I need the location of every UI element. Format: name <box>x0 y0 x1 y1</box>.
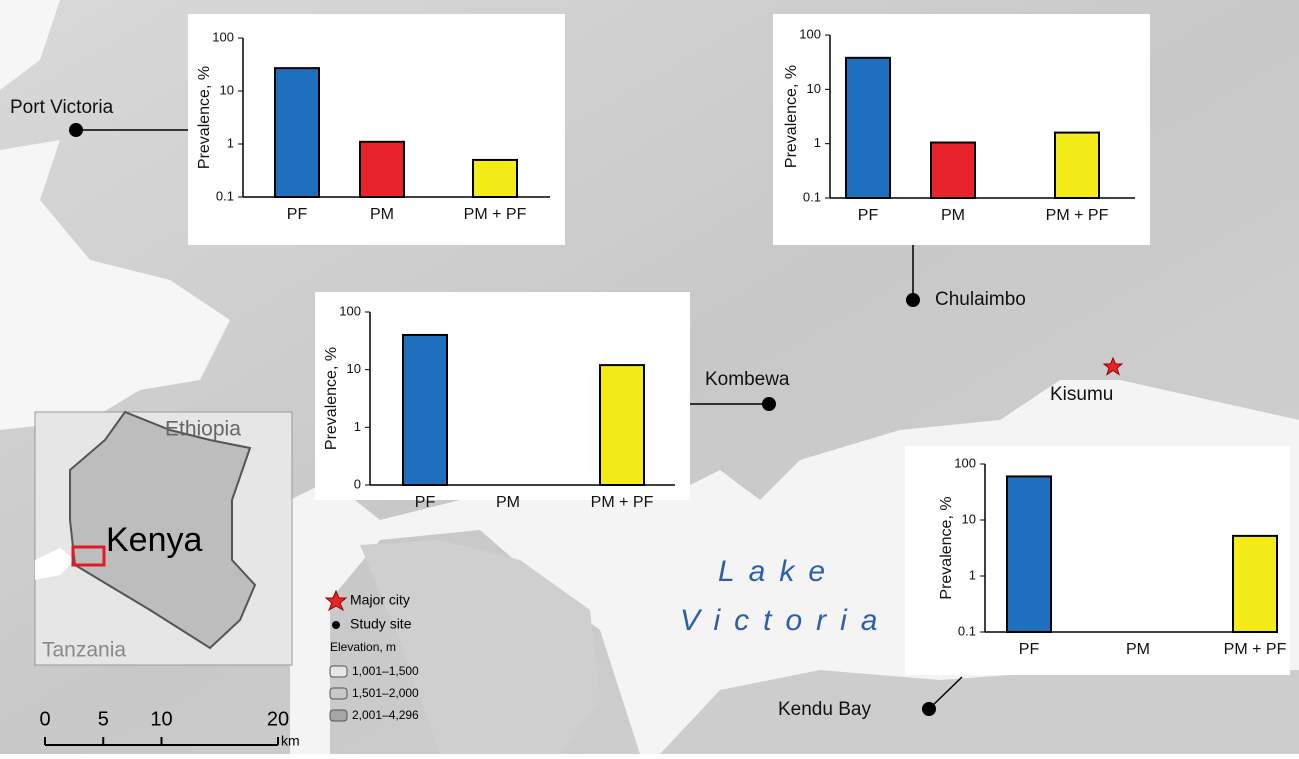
x-tick-label: PM + PF <box>591 494 654 511</box>
y-tick-label: 100 <box>954 455 976 470</box>
y-tick-label: 100 <box>339 303 361 318</box>
x-tick-label: PF <box>1019 641 1040 658</box>
bar <box>1054 131 1100 199</box>
bar <box>599 364 645 487</box>
x-tick-label: PM <box>370 206 394 223</box>
inset-lake <box>35 548 75 580</box>
legend-label: 2,001–4,296 <box>352 708 419 722</box>
y-tick-label: 10 <box>347 361 361 376</box>
x-tick-label: PM <box>941 207 965 224</box>
legend: Major city Study site Elevation, m 1,001… <box>324 589 419 722</box>
legend-label: Major city <box>350 592 410 608</box>
x-tick-label: PF <box>415 494 436 511</box>
x-tick-label: PM + PF <box>1224 641 1287 658</box>
chart-panel <box>905 446 1290 675</box>
site-label: Kombewa <box>705 369 790 390</box>
inset-map <box>34 410 293 666</box>
peninsula <box>360 540 600 754</box>
x-tick-label: PF <box>858 207 879 224</box>
y-tick-label: 0.1 <box>803 189 821 204</box>
chart-panel <box>188 14 565 245</box>
scale-label: 20 <box>267 708 289 730</box>
legend-label: 1,001–1,500 <box>352 664 419 678</box>
scale-bar: 0 5 10 20 km <box>39 708 299 748</box>
bar <box>930 141 976 199</box>
city-star <box>1102 356 1124 376</box>
site-dot <box>922 702 936 716</box>
site-symbol <box>332 621 340 629</box>
site-label: Port Victoria <box>10 97 114 118</box>
bar <box>845 56 891 199</box>
y-tick-label: 1 <box>814 135 821 150</box>
leader-line <box>928 676 963 710</box>
bar <box>402 333 448 486</box>
bar <box>274 67 320 198</box>
y-tick-label: 1 <box>969 567 976 582</box>
legend-label: Study site <box>350 616 412 632</box>
site-label: Kendu Bay <box>778 699 871 720</box>
x-tick-label: PM + PF <box>1046 207 1109 224</box>
y-tick-label: 100 <box>212 29 234 44</box>
bar <box>1232 534 1278 633</box>
scale-label: 0 <box>39 708 50 730</box>
shore <box>660 670 1299 754</box>
city-symbol <box>324 589 348 612</box>
study-area-box <box>71 545 106 567</box>
x-tick-label: PM <box>1126 641 1150 658</box>
country-label: Kenya <box>106 521 202 559</box>
scale-unit: km <box>281 733 300 749</box>
y-tick-label: 0 <box>354 476 361 491</box>
scale-label: 5 <box>98 708 109 730</box>
bar <box>472 158 518 198</box>
elevation-swatch <box>329 687 348 700</box>
bar <box>1006 475 1052 633</box>
y-axis-label: Prevalence, % <box>938 496 955 599</box>
y-tick-label: 1 <box>227 135 234 150</box>
scale-label: 10 <box>150 708 172 730</box>
elevation-swatch <box>329 665 348 678</box>
x-tick-label: PM <box>496 494 520 511</box>
y-tick-label: 1 <box>354 419 361 434</box>
lake-water <box>0 0 60 90</box>
y-axis-label: Prevalence, % <box>323 347 340 450</box>
y-tick-label: 0.1 <box>958 623 976 638</box>
kenya-shape <box>69 410 257 650</box>
lake-label: Lake <box>718 555 839 588</box>
y-axis-label: Prevalence, % <box>196 66 213 169</box>
y-tick-label: 10 <box>962 511 976 526</box>
bar <box>359 140 405 198</box>
site-label: Chulaimbo <box>935 289 1026 310</box>
city-label: Kisumu <box>1050 384 1113 405</box>
site-dot <box>69 123 83 137</box>
chart-panel <box>773 14 1150 245</box>
y-tick-label: 0.1 <box>216 188 234 203</box>
legend-title: Elevation, m <box>330 640 396 654</box>
x-tick-label: PM + PF <box>464 206 527 223</box>
y-tick-label: 10 <box>807 81 821 96</box>
elevation-swatch <box>329 709 348 722</box>
x-tick-label: PF <box>287 206 308 223</box>
y-tick-label: 100 <box>799 26 821 41</box>
legend-label: 1,501–2,000 <box>352 686 419 700</box>
y-tick-label: 10 <box>220 82 234 97</box>
lake-label: Victoria <box>680 604 892 637</box>
y-axis-label: Prevalence, % <box>783 65 800 168</box>
country-label: Ethiopia <box>165 418 241 441</box>
country-label: Tanzania <box>42 639 126 662</box>
lake-water <box>0 140 230 430</box>
site-dot <box>762 397 776 411</box>
site-dot <box>906 293 920 307</box>
